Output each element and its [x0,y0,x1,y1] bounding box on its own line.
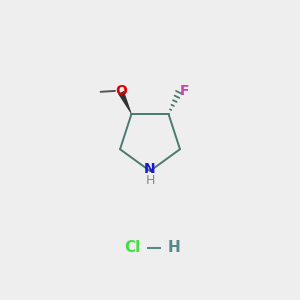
Text: Cl: Cl [124,240,141,255]
Polygon shape [118,91,132,114]
Text: F: F [180,84,189,98]
Text: H: H [168,240,180,255]
Text: O: O [116,84,128,98]
Text: H: H [145,174,155,187]
Text: N: N [144,162,156,176]
